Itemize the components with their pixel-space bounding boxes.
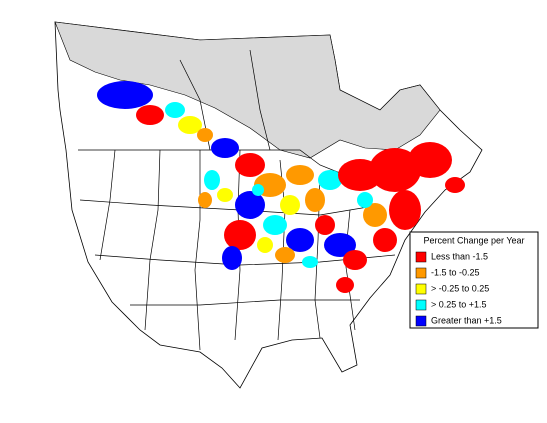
- legend-swatch: [415, 315, 427, 327]
- legend-box: [409, 231, 539, 329]
- legend-title: Percent Change per Year: [423, 235, 524, 245]
- legend-label: -1.5 to -0.25: [431, 267, 480, 277]
- legend-swatch: [415, 251, 427, 263]
- legend-label: > 0.25 to +1.5: [431, 299, 487, 309]
- legend-swatch: [415, 299, 427, 311]
- legend: Percent Change per Year Less than -1.5 -1…: [409, 231, 539, 329]
- legend-swatch: [415, 267, 427, 279]
- legend-swatch: [415, 283, 427, 295]
- survey-patches: [97, 81, 465, 293]
- legend-label: Greater than +1.5: [431, 315, 502, 325]
- legend-label: > -0.25 to 0.25: [431, 283, 489, 293]
- legend-label: Less than -1.5: [431, 251, 488, 261]
- arctic-region: [54, 21, 441, 159]
